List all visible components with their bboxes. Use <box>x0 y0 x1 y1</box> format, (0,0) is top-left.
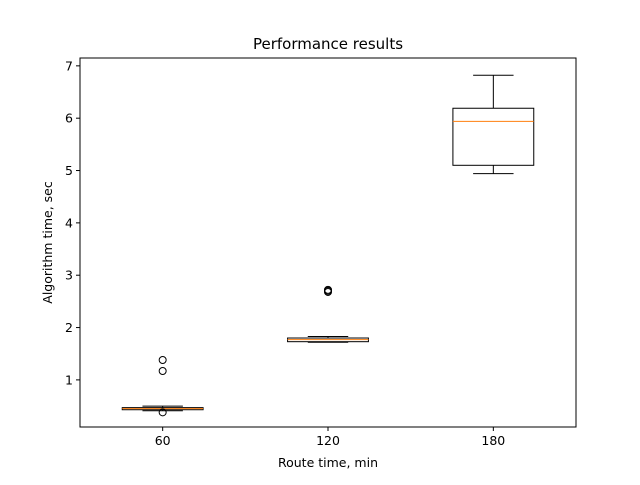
x-tick-label: 180 <box>481 433 505 448</box>
plot-frame <box>79 57 577 428</box>
chart-title: Performance results <box>253 35 403 53</box>
outlier-point <box>324 285 332 294</box>
x-tick-label: 60 <box>155 433 171 448</box>
y-axis-label: Algorithm time, sec <box>40 181 55 304</box>
y-tick-label: 2 <box>65 320 73 335</box>
plot-area: 1 2 3 4 5 6 7 60 120 180 <box>65 58 535 448</box>
box-iqr <box>452 107 535 166</box>
y-tick-label: 6 <box>65 111 73 126</box>
outlier-point <box>158 366 167 375</box>
y-tick-label: 7 <box>65 58 73 73</box>
y-tick-label: 4 <box>65 215 73 230</box>
y-tick-label: 1 <box>65 372 73 387</box>
outlier-point <box>158 408 167 417</box>
outlier-point <box>158 356 167 365</box>
y-tick-label: 5 <box>65 163 73 178</box>
x-tick-label: 120 <box>316 433 340 448</box>
x-axis-label: Route time, min <box>278 455 378 470</box>
y-tick-label: 3 <box>65 268 73 283</box>
